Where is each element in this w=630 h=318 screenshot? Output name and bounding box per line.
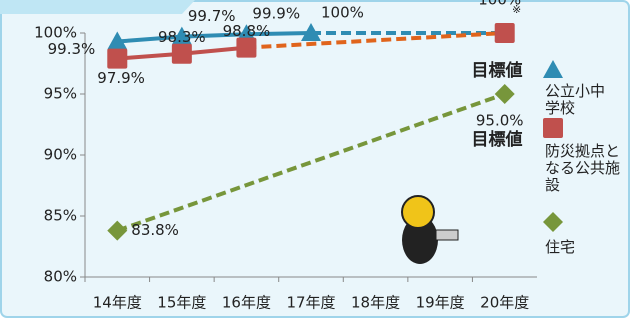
marker	[172, 44, 192, 64]
x-tick-label: 17年度	[286, 294, 335, 312]
data-label: 97.9%	[97, 69, 145, 87]
marker	[107, 49, 127, 69]
data-label: 98.3%	[158, 28, 206, 46]
y-tick-label: 100%	[34, 24, 77, 42]
tab-decoration	[0, 0, 195, 14]
marker	[236, 38, 256, 58]
chart-panel: 80% 85% 90% 95% 100% 14年度 15年度 16年度 17年度 18年度 19年度…	[0, 0, 630, 318]
data-label: 99.3%	[48, 40, 96, 58]
data-label: 83.8%	[131, 221, 179, 239]
legend-label: 公立小中学校	[545, 83, 607, 117]
chart: 80% 85% 90% 95% 100% 14年度 15年度 16年度 17年度 18年度 19年度…	[0, 0, 630, 318]
data-label: 99.9%	[252, 5, 300, 23]
y-tick-label: 90%	[44, 146, 77, 164]
x-tick-label: 14年度	[93, 294, 142, 312]
data-label: 100%	[321, 4, 364, 22]
x-tick-label: 15年度	[157, 294, 206, 312]
x-tick-label: 20年度	[480, 294, 529, 312]
marker	[543, 118, 563, 138]
y-tick-label: 80%	[44, 268, 77, 286]
legend-label: 住宅	[545, 239, 625, 256]
annotation: 目標値	[472, 60, 523, 81]
annotation: 目標値	[472, 129, 523, 150]
x-tick-label: 16年度	[222, 294, 271, 312]
y-tick-label: 95%	[44, 85, 77, 103]
marker	[495, 23, 515, 43]
data-label: 95.0%	[476, 112, 524, 130]
annotation: ※	[512, 3, 521, 16]
y-tick-label: 85%	[44, 207, 77, 225]
data-label: 98.8%	[223, 22, 271, 40]
x-tick-label: 19年度	[416, 294, 465, 312]
x-tick-label: 18年度	[351, 294, 400, 312]
legend-label: 防災拠点となる公共施設	[545, 143, 625, 194]
